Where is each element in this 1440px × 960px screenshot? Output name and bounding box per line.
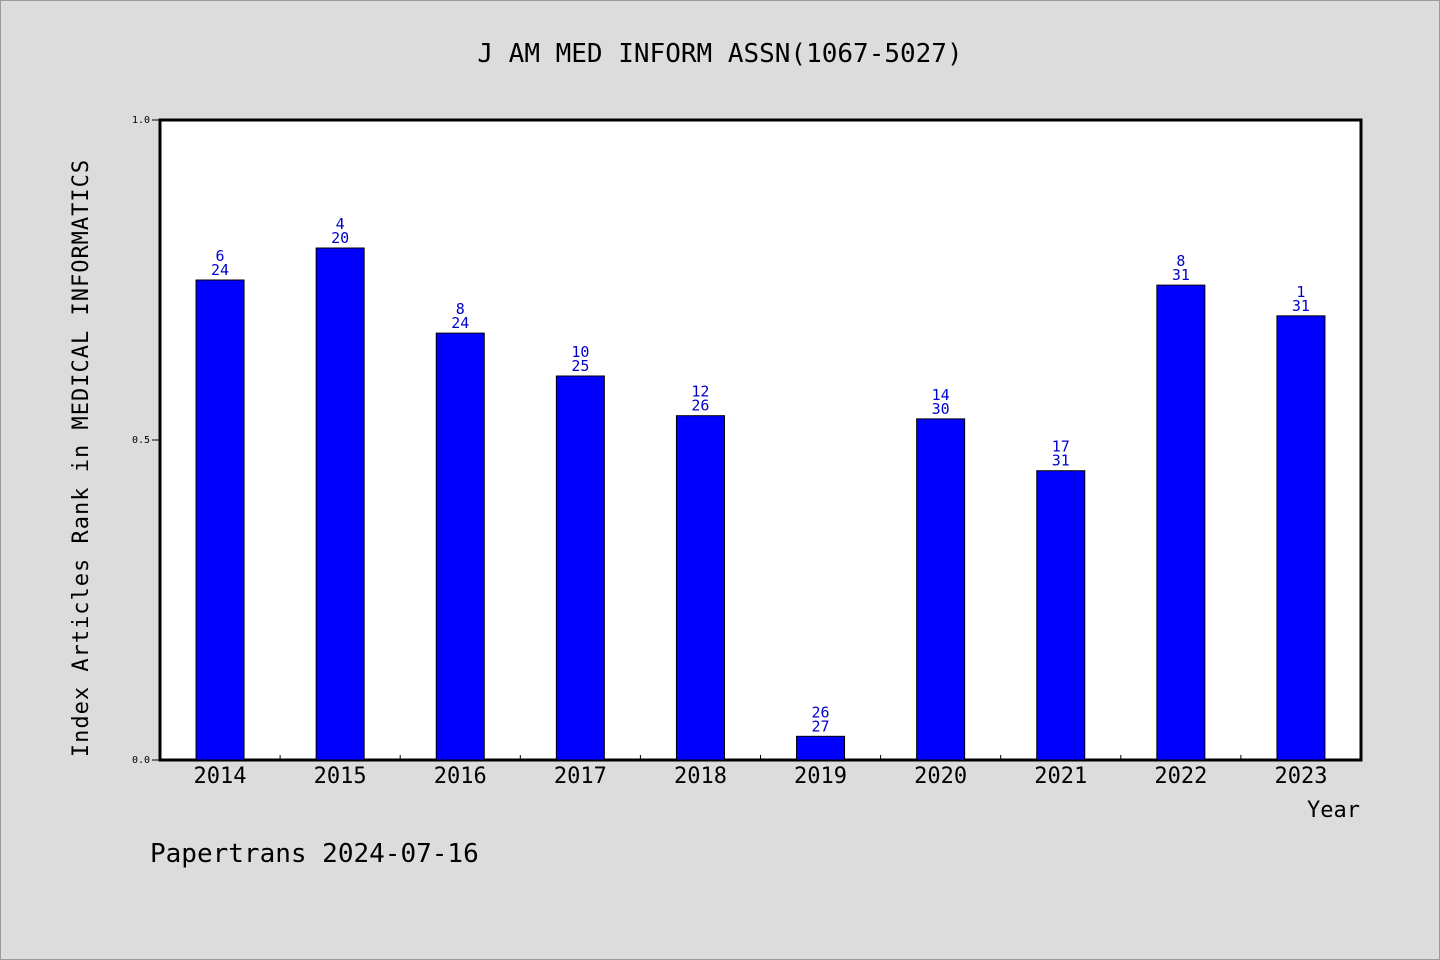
data-label-total: 30 [932,400,950,418]
bar-2022 [1156,284,1206,761]
x-tick-label: 2021 [1034,764,1087,789]
bar-2023 [1276,315,1326,761]
bar-2015 [315,247,365,761]
x-tick-label: 2022 [1154,764,1207,789]
bar-2016 [435,332,485,761]
data-label-rank: 8 [1176,252,1185,270]
bar-2014 [195,279,245,761]
y-tick-label: 0.5 [132,435,150,446]
data-label-rank: 14 [932,386,950,404]
data-label-total: 25 [571,357,589,375]
x-tick-label: 2019 [794,764,847,789]
y-axis-label: Index Articles Rank in MEDICAL INFORMATI… [69,159,94,757]
bar-2020 [916,418,966,761]
x-tick-label: 2020 [914,764,967,789]
y-tick-label: 1.0 [132,115,150,126]
data-label-total: 27 [812,717,830,735]
x-tick-label: 2014 [194,764,247,789]
x-tick-label: 2023 [1274,764,1327,789]
data-label-rank: 10 [571,343,589,361]
x-axis-label: Year [1307,798,1360,823]
data-label-rank: 12 [691,383,709,401]
data-label-rank: 4 [336,215,345,233]
data-label-total: 24 [211,261,229,279]
bar-2019 [796,735,846,761]
chart-title: J AM MED INFORM ASSN(1067-5027) [477,39,962,69]
data-label-rank: 26 [812,703,830,721]
data-label-total: 31 [1052,452,1070,470]
data-label-total: 24 [451,314,469,332]
data-label-rank: 1 [1296,283,1305,301]
bar-2017 [555,375,605,761]
footer-text: Papertrans 2024-07-16 [150,839,479,869]
x-tick-label: 2016 [434,764,487,789]
bars [195,247,1326,761]
x-tick-label: 2018 [674,764,727,789]
data-label-rank: 6 [216,247,225,265]
data-label-total: 31 [1172,266,1190,284]
y-tick-label: 0.0 [132,755,150,766]
x-tick-label: 2015 [314,764,367,789]
data-label-rank: 17 [1052,438,1070,456]
y-axis-ticks: 0.0 0.5 1.0 [132,115,160,766]
bar-2018 [675,415,725,761]
x-tick-label: 2017 [554,764,607,789]
data-label-total: 26 [691,397,709,415]
data-label-total: 31 [1292,297,1310,315]
data-label-total: 20 [331,229,349,247]
x-axis-ticks: 2014 2015 2016 2017 2018 2019 2020 2021 2022 2023 [194,755,1327,789]
data-label-rank: 8 [456,300,465,318]
bar-2021 [1036,470,1086,761]
